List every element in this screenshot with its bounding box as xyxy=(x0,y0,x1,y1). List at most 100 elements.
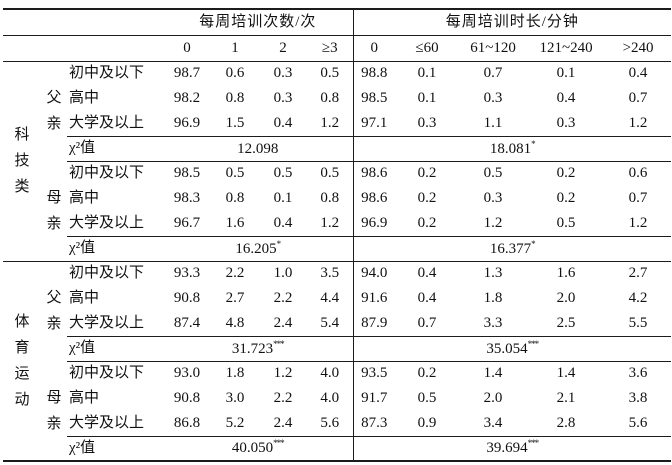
duration-value: 2.5 xyxy=(556,314,576,331)
col-header-duration-3: 121~240 xyxy=(527,35,606,62)
times-value: 2.4 xyxy=(273,414,293,431)
duration-value: 3.8 xyxy=(628,390,648,407)
education-label: 大学及以上 xyxy=(69,114,145,131)
chi2-duration-value: 35.054 xyxy=(486,340,528,357)
chi2-row: χ²值 31.723*** 35.054*** xyxy=(3,335,672,362)
duration-value: 2.7 xyxy=(628,265,648,282)
duration-value: 2.0 xyxy=(483,390,503,407)
category-label-cell: 体育运动 xyxy=(3,261,41,461)
parent-label: 母亲 xyxy=(46,389,62,432)
duration-value: 0.2 xyxy=(417,190,437,207)
times-value: 1.2 xyxy=(320,114,340,131)
times-value: 0.1 xyxy=(273,190,293,207)
duration-value: 87.3 xyxy=(352,411,396,436)
duration-value: 98.6 xyxy=(352,161,396,186)
duration-value: 91.7 xyxy=(352,386,396,411)
duration-value: 0.1 xyxy=(417,90,437,107)
times-value: 2.7 xyxy=(225,290,245,307)
col-header-times-3: ≥3 xyxy=(307,35,354,62)
chi2-duration-value: 16.377 xyxy=(489,240,532,257)
times-value: 0.8 xyxy=(225,190,245,207)
duration-value: 1.3 xyxy=(483,265,503,282)
times-value: 90.8 xyxy=(173,290,201,307)
duration-value: 0.1 xyxy=(417,65,437,82)
duration-value: 5.5 xyxy=(628,314,648,331)
parent-label-cell: 母亲 xyxy=(41,161,67,262)
education-label: 初中及以下 xyxy=(69,365,145,382)
times-value: 1.6 xyxy=(225,214,245,231)
duration-value: 91.6 xyxy=(352,286,396,311)
chi2-duration-value-cell: 39.694*** xyxy=(352,435,672,461)
times-value: 0.5 xyxy=(320,65,340,82)
chi2-row: χ²值 12.098 18.081* xyxy=(3,135,672,162)
chi2-times-value-cell: 40.050*** xyxy=(163,435,354,461)
duration-value: 98.6 xyxy=(352,186,396,211)
times-value: 98.5 xyxy=(173,165,201,182)
chi2-times-significance: *** xyxy=(273,338,284,349)
col-header-times-2: 2 xyxy=(259,35,307,62)
column-header-row: 0 1 2 ≥3 0 ≤60 61~120 121~240 >240 xyxy=(3,35,672,62)
chi2-row: χ²值 40.050*** 39.694*** xyxy=(3,435,672,461)
data-row: 大学及以上 96.9 1.5 0.4 1.2 97.1 0.3 1.1 0.3 1.2 xyxy=(3,111,671,136)
duration-value: 1.2 xyxy=(628,214,648,231)
times-value: 0.6 xyxy=(225,65,245,82)
duration-value: 0.2 xyxy=(417,214,437,231)
duration-value: 87.9 xyxy=(352,311,396,336)
education-label: 大学及以上 xyxy=(69,414,145,431)
duration-value: 0.5 xyxy=(483,165,503,182)
data-row: 大学及以上 96.7 1.6 0.4 1.2 96.9 0.2 1.2 0.5 1.2 xyxy=(3,211,671,236)
times-value: 98.2 xyxy=(173,90,201,107)
data-row: 母亲 初中及以下 98.5 0.5 0.5 0.5 98.6 0.2 0.5 0.2 0.6 xyxy=(3,161,671,262)
times-value: 0.5 xyxy=(273,165,293,182)
duration-value: 1.1 xyxy=(483,114,503,131)
duration-value: 0.2 xyxy=(417,165,437,182)
chi2-times-value: 40.050 xyxy=(231,440,274,457)
parent-label-cell: 母亲 xyxy=(41,361,67,461)
chi2-duration-value-cell: 35.054*** xyxy=(352,335,672,362)
duration-value: 0.3 xyxy=(483,190,503,207)
duration-value: 3.4 xyxy=(483,414,503,431)
col-header-duration-4: >240 xyxy=(605,35,672,62)
times-value: 93.3 xyxy=(173,265,201,282)
times-value: 2.2 xyxy=(273,290,293,307)
category-label-cell: 科技类 xyxy=(3,61,41,262)
duration-group-header: 每周培训时长/分钟 xyxy=(352,9,672,36)
duration-value: 0.4 xyxy=(417,290,437,307)
times-value: 0.4 xyxy=(273,114,293,131)
duration-value: 98.8 xyxy=(352,61,396,86)
duration-value: 0.4 xyxy=(417,265,437,282)
times-value: 0.8 xyxy=(225,90,245,107)
chi2-duration-significance: * xyxy=(531,138,535,149)
duration-value: 98.5 xyxy=(352,86,396,111)
duration-value: 0.4 xyxy=(628,65,648,82)
table-body: 科技类 父亲 初中及以下 98.7 0.6 0.3 0.5 98.8 0.1 0.7 0.1 0.4 高… xyxy=(3,61,672,461)
chi2-label: χ²值 xyxy=(67,435,163,461)
chi2-row: χ²值 16.205* 16.377* xyxy=(3,235,672,262)
times-value: 0.3 xyxy=(273,65,293,82)
education-label: 大学及以上 xyxy=(69,314,145,331)
times-value: 87.4 xyxy=(173,314,201,331)
parent-label-cell: 父亲 xyxy=(41,61,67,161)
duration-value: 3.6 xyxy=(628,365,648,382)
education-label: 初中及以下 xyxy=(69,165,145,182)
duration-value: 1.6 xyxy=(556,265,576,282)
chi2-times-significance: *** xyxy=(273,438,284,449)
col-header-times-0: 0 xyxy=(163,35,211,62)
duration-value: 0.5 xyxy=(417,390,437,407)
chi2-times-significance: * xyxy=(276,238,281,249)
training-stats-table: 每周培训次数/次 每周培训时长/分钟 0 1 2 ≥3 0 ≤60 61~120… xyxy=(3,8,672,462)
times-value: 93.0 xyxy=(173,365,201,382)
chi2-label: χ²值 xyxy=(67,235,163,262)
times-value: 5.6 xyxy=(320,414,340,431)
duration-value: 0.4 xyxy=(556,90,576,107)
chi2-duration-significance: * xyxy=(531,238,535,249)
duration-value: 3.3 xyxy=(483,314,503,331)
times-value: 86.8 xyxy=(173,414,201,431)
times-value: 4.8 xyxy=(225,314,245,331)
duration-value: 2.0 xyxy=(556,290,576,307)
duration-value: 2.8 xyxy=(556,414,576,431)
duration-value: 96.9 xyxy=(352,211,396,236)
education-label: 高中 xyxy=(69,290,100,307)
corner-cell-2 xyxy=(3,35,163,62)
duration-value: 2.1 xyxy=(556,390,576,407)
